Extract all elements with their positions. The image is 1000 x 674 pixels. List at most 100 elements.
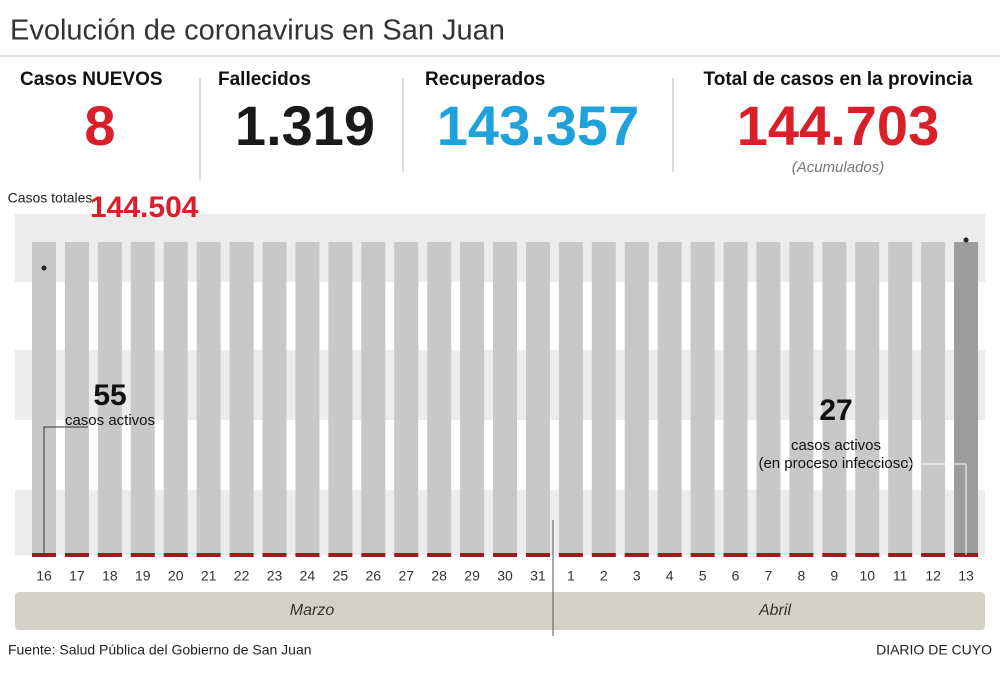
total-value: 144.504 bbox=[90, 191, 199, 224]
x-tick-label: 5 bbox=[699, 568, 707, 584]
active-strip bbox=[888, 553, 913, 557]
bar bbox=[262, 242, 287, 557]
active-strip bbox=[657, 553, 682, 557]
x-tick-label: 12 bbox=[925, 568, 941, 584]
x-tick-label: 28 bbox=[431, 568, 447, 584]
active-strip bbox=[361, 553, 386, 557]
leader bbox=[906, 463, 967, 555]
bar bbox=[493, 242, 518, 557]
bar bbox=[591, 242, 616, 557]
active-strip bbox=[229, 553, 254, 557]
x-tick-label: 8 bbox=[797, 568, 805, 584]
active-strip bbox=[394, 553, 419, 557]
bar bbox=[789, 242, 814, 557]
active-value: 55 bbox=[93, 379, 126, 412]
x-tick-label: 27 bbox=[398, 568, 414, 584]
x-tick-label: 31 bbox=[530, 568, 546, 584]
active-strip bbox=[328, 553, 353, 557]
active-strip bbox=[723, 553, 748, 557]
x-tick-label: 23 bbox=[267, 568, 283, 584]
total-label: Casos totales bbox=[8, 190, 93, 206]
active-strip bbox=[196, 553, 221, 557]
stat-label: Fallecidos bbox=[218, 69, 311, 90]
x-tick-label: 16 bbox=[36, 568, 52, 584]
active-strip bbox=[493, 553, 518, 557]
x-tick-label: 9 bbox=[830, 568, 838, 584]
bar bbox=[361, 242, 386, 557]
marker bbox=[963, 237, 969, 243]
active-strip bbox=[295, 553, 320, 557]
active-strip bbox=[64, 553, 89, 557]
active-strip bbox=[163, 553, 188, 557]
brand: DIARIO DE CUYO bbox=[876, 642, 992, 658]
active-strip bbox=[558, 553, 583, 557]
bar bbox=[921, 242, 946, 557]
active-strip bbox=[624, 553, 649, 557]
x-tick-label: 29 bbox=[464, 568, 480, 584]
bar bbox=[328, 242, 353, 557]
x-tick-label: 1 bbox=[567, 568, 575, 584]
x-tick-label: 13 bbox=[958, 568, 974, 584]
x-tick-label: 6 bbox=[732, 568, 740, 584]
bar bbox=[394, 242, 419, 557]
bar bbox=[558, 242, 583, 557]
x-tick-label: 7 bbox=[765, 568, 773, 584]
bar bbox=[525, 242, 550, 557]
bar bbox=[196, 242, 221, 557]
x-tick-label: 30 bbox=[497, 568, 513, 584]
x-tick-label: 10 bbox=[859, 568, 875, 584]
active-label: casos activos bbox=[791, 437, 881, 454]
month-band bbox=[15, 592, 985, 630]
x-tick-label: 21 bbox=[201, 568, 217, 584]
stat-label: Recuperados bbox=[425, 69, 545, 90]
x-tick-label: 19 bbox=[135, 568, 151, 584]
month-label: Marzo bbox=[290, 602, 335, 619]
x-tick-label: 26 bbox=[366, 568, 382, 584]
x-tick-label: 11 bbox=[893, 568, 908, 584]
month-label: Abril bbox=[758, 602, 791, 619]
bar bbox=[427, 242, 452, 557]
leader bbox=[43, 426, 88, 555]
stat-label: Total de casos en la provincia bbox=[704, 69, 973, 90]
active-value: 27 bbox=[819, 394, 852, 427]
x-tick-label: 2 bbox=[600, 568, 608, 584]
active-label: casos activos bbox=[65, 412, 155, 429]
bar bbox=[460, 242, 485, 557]
stat-value: 8 bbox=[84, 94, 115, 157]
stat-label: Casos NUEVOS bbox=[20, 69, 163, 90]
active-strip bbox=[525, 553, 550, 557]
active-strip bbox=[460, 553, 485, 557]
x-tick-label: 24 bbox=[300, 568, 316, 584]
x-tick-label: 18 bbox=[102, 568, 118, 584]
active-strip bbox=[756, 553, 781, 557]
stat-note: (Acumulados) bbox=[792, 159, 885, 176]
bar bbox=[163, 242, 188, 557]
x-tick-label: 22 bbox=[234, 568, 250, 584]
stat-value: 143.357 bbox=[437, 94, 639, 157]
bar bbox=[624, 242, 649, 557]
source: Fuente: Salud Pública del Gobierno de Sa… bbox=[8, 642, 312, 658]
active-strip bbox=[262, 553, 287, 557]
active-strip bbox=[855, 553, 880, 557]
bar bbox=[723, 242, 748, 557]
x-tick-label: 3 bbox=[633, 568, 641, 584]
bar bbox=[130, 242, 155, 557]
active-strip bbox=[789, 553, 814, 557]
active-strip bbox=[427, 553, 452, 557]
bar bbox=[888, 242, 913, 557]
stat-value: 144.703 bbox=[737, 94, 939, 157]
active-strip bbox=[822, 553, 847, 557]
active-note: (en proceso infeccioso) bbox=[758, 455, 913, 472]
active-strip bbox=[130, 553, 155, 557]
x-tick-label: 25 bbox=[333, 568, 349, 584]
x-tick-label: 20 bbox=[168, 568, 184, 584]
bar bbox=[690, 242, 715, 557]
active-strip bbox=[97, 553, 122, 557]
bar bbox=[756, 242, 781, 557]
bar bbox=[229, 242, 254, 557]
x-tick-label: 17 bbox=[69, 568, 85, 584]
title: Evolución de coronavirus en San Juan bbox=[10, 15, 505, 47]
active-strip bbox=[921, 553, 946, 557]
x-tick-label: 4 bbox=[666, 568, 674, 584]
